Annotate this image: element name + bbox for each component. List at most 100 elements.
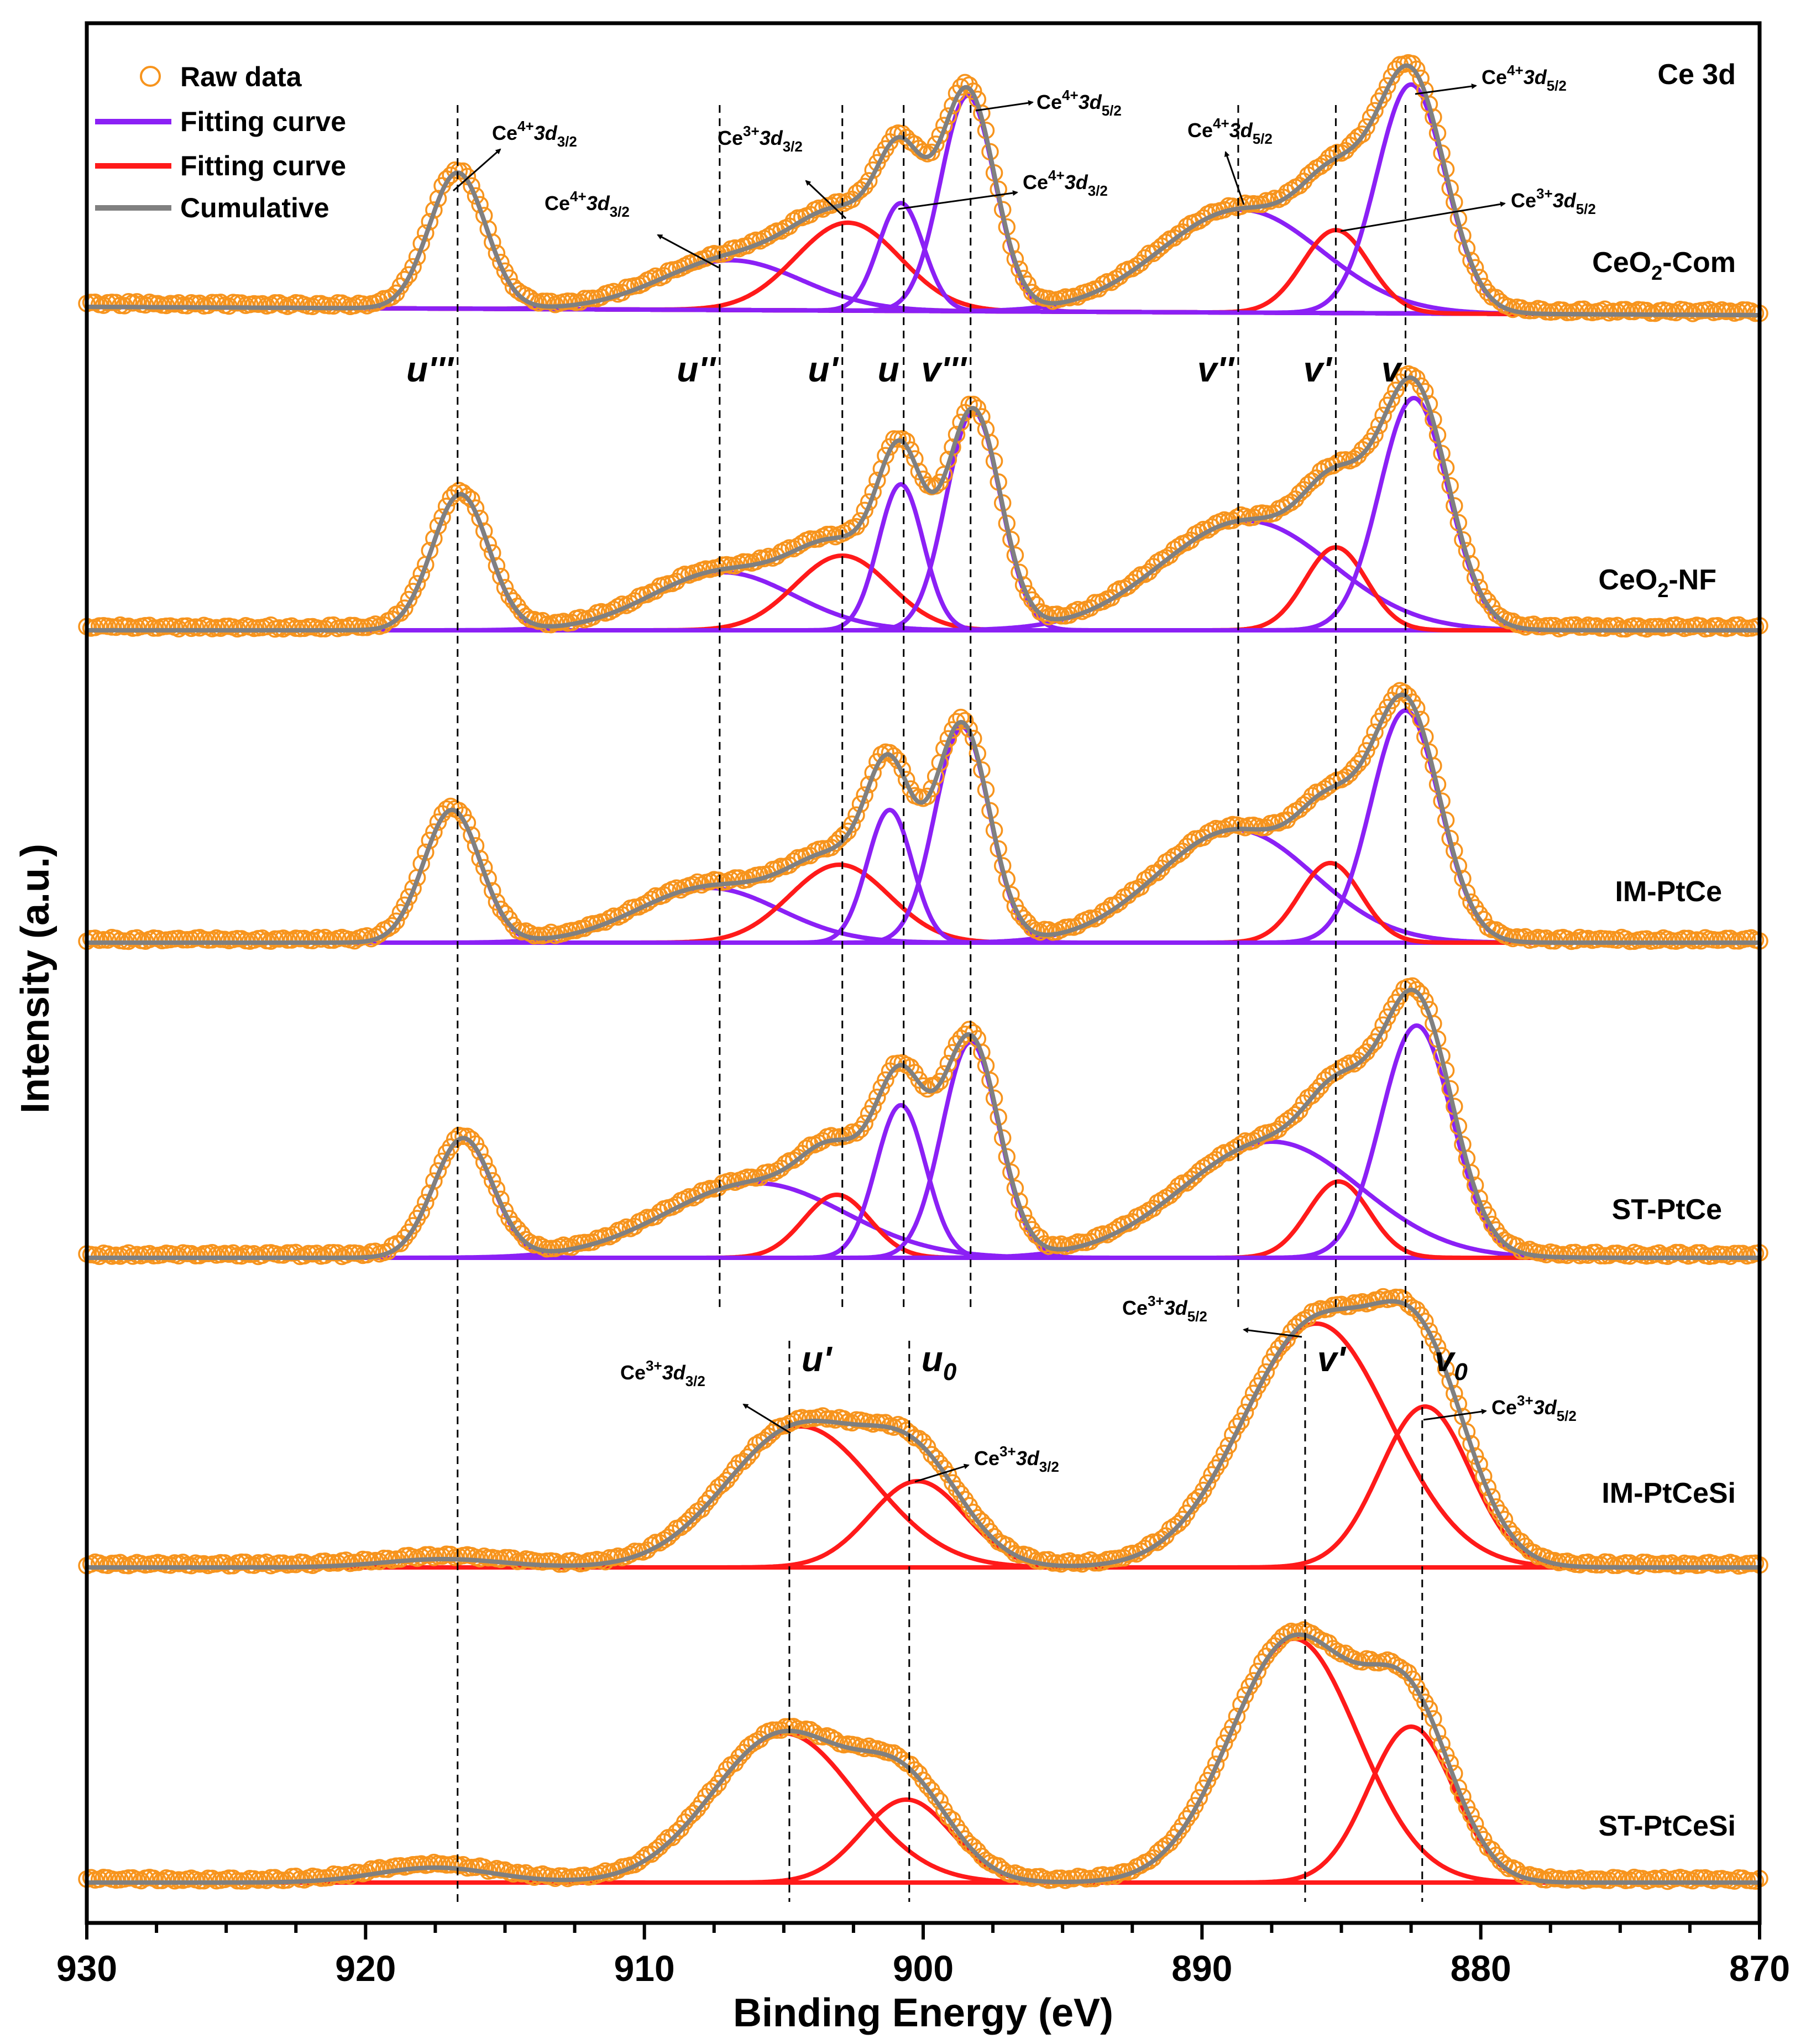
peak-label-lower-1: u0 bbox=[922, 1339, 957, 1386]
raw-point bbox=[1609, 616, 1626, 635]
raw-point bbox=[944, 721, 961, 739]
raw-point bbox=[1621, 1871, 1639, 1889]
raw-point bbox=[1571, 1869, 1589, 1887]
raw-point bbox=[877, 1071, 894, 1089]
raw-point bbox=[287, 1867, 305, 1885]
legend: Raw data Fitting curve Fitting curve Cum… bbox=[95, 61, 346, 223]
raw-point bbox=[835, 1410, 853, 1428]
raw-point bbox=[948, 1480, 966, 1498]
peak-label-upper-7: v bbox=[1381, 349, 1403, 389]
peak-label-lower-3: v0 bbox=[1435, 1339, 1468, 1386]
raw-point bbox=[1236, 1403, 1254, 1421]
raw-point bbox=[1692, 1244, 1710, 1262]
raw-point bbox=[266, 930, 284, 948]
cumulative-st-ptcesi bbox=[87, 1632, 1760, 1885]
raw-point bbox=[1596, 1872, 1614, 1889]
legend-cumulative-label: Cumulative bbox=[180, 192, 329, 223]
raw-point bbox=[421, 1546, 439, 1564]
raw-point bbox=[918, 1777, 936, 1795]
raw-point bbox=[1634, 1870, 1651, 1888]
cumulative-ceo2-nf bbox=[87, 375, 1760, 632]
raw-point bbox=[1412, 1685, 1430, 1703]
raw-point bbox=[546, 1552, 564, 1570]
legend-raw-marker bbox=[140, 66, 161, 87]
raw-point bbox=[191, 294, 209, 312]
raw-point bbox=[1165, 1828, 1183, 1847]
raw-point bbox=[496, 579, 514, 597]
raw-point bbox=[1676, 929, 1693, 948]
raw-point bbox=[262, 616, 280, 634]
annotation-arrow-5 bbox=[975, 100, 1034, 112]
annotation-arrow-11 bbox=[1243, 1327, 1302, 1338]
peak-label-upper-4: v''' bbox=[921, 349, 967, 389]
raw-point bbox=[237, 1553, 255, 1571]
raw-point bbox=[1483, 1215, 1501, 1233]
annotation-arrow-10 bbox=[914, 1463, 970, 1483]
raw-point bbox=[944, 97, 961, 114]
raw-point bbox=[935, 1065, 953, 1083]
raw-point bbox=[927, 1787, 945, 1806]
raw-point bbox=[1307, 1082, 1325, 1100]
peak-label-upper-1: u'' bbox=[677, 349, 716, 389]
raw-point bbox=[923, 143, 940, 161]
raw-point bbox=[1567, 1243, 1584, 1262]
raw-point bbox=[1621, 302, 1639, 321]
x-tick-label-4: 890 bbox=[1171, 1948, 1232, 1989]
raw-point bbox=[856, 177, 873, 196]
raw-point bbox=[1596, 300, 1614, 318]
fit-curve-im-ptce-4 bbox=[87, 724, 1760, 945]
raw-point bbox=[266, 294, 284, 312]
peak-label-lower-2: v' bbox=[1317, 1339, 1347, 1379]
raw-point bbox=[1730, 616, 1747, 634]
labels-layer: u''' u'' u' u v''' v'' v' v u' u0 v' v0 bbox=[406, 349, 1468, 1386]
raw-point bbox=[956, 712, 974, 730]
raw-point bbox=[952, 1485, 970, 1503]
raw-point bbox=[1040, 1551, 1058, 1569]
raw-point bbox=[1374, 86, 1392, 104]
raw-point bbox=[454, 1127, 472, 1145]
raw-point bbox=[308, 1245, 326, 1262]
raw-point bbox=[1637, 301, 1656, 320]
raw-point bbox=[1358, 118, 1375, 136]
peak-label-upper-2: u' bbox=[808, 349, 839, 389]
legend-raw-label: Raw data bbox=[180, 61, 302, 92]
cumulative-st-ptce bbox=[87, 987, 1760, 1260]
raw-point bbox=[119, 1869, 138, 1887]
raw-point bbox=[509, 281, 526, 300]
x-tick-label-5: 880 bbox=[1451, 1948, 1511, 1989]
raw-point bbox=[337, 1551, 355, 1569]
raw-point bbox=[1374, 1288, 1392, 1306]
raw-point bbox=[316, 1246, 334, 1264]
raw-point bbox=[952, 708, 970, 726]
raw-data-st-ptcesi bbox=[78, 1621, 1768, 1890]
sample-label-im-ptce: IM-PtCe bbox=[1615, 876, 1722, 908]
sample-label-st-ptce: ST-PtCe bbox=[1612, 1194, 1722, 1226]
raw-point bbox=[1571, 618, 1589, 636]
reference-lines-layer bbox=[457, 105, 1423, 1902]
raw-point bbox=[258, 1553, 276, 1571]
raw-point bbox=[1462, 893, 1480, 911]
raw-point bbox=[739, 1448, 757, 1466]
raw-point bbox=[1592, 1556, 1610, 1574]
raw-point bbox=[504, 1549, 522, 1567]
raw-point bbox=[1412, 377, 1430, 395]
raw-point bbox=[396, 1229, 414, 1247]
raw-point bbox=[492, 1861, 510, 1879]
annotation-arrow-2 bbox=[657, 234, 719, 269]
cumulative-ceo2-com bbox=[87, 63, 1760, 317]
raw-point bbox=[119, 1244, 138, 1262]
legend-ce3-label: Fitting curve bbox=[180, 150, 346, 181]
raw-point bbox=[533, 611, 552, 630]
fit-curve-im-ptcesi-4 bbox=[87, 1404, 1760, 1570]
sample-label-ceo2-com: CeO2-Com bbox=[1592, 247, 1736, 284]
raw-point bbox=[496, 1549, 514, 1567]
raw-point bbox=[454, 1856, 472, 1874]
annotations: Ce4+3d3/2 Ce4+3d3/2 Ce3+3d3/2 Ce4+3d3/2 … bbox=[453, 62, 1596, 1483]
raw-point bbox=[383, 917, 401, 935]
raw-point bbox=[1081, 1551, 1100, 1569]
raw-point bbox=[1692, 617, 1710, 635]
raw-point bbox=[341, 1244, 359, 1262]
raw-point bbox=[324, 616, 343, 634]
raw-point bbox=[412, 1203, 430, 1221]
